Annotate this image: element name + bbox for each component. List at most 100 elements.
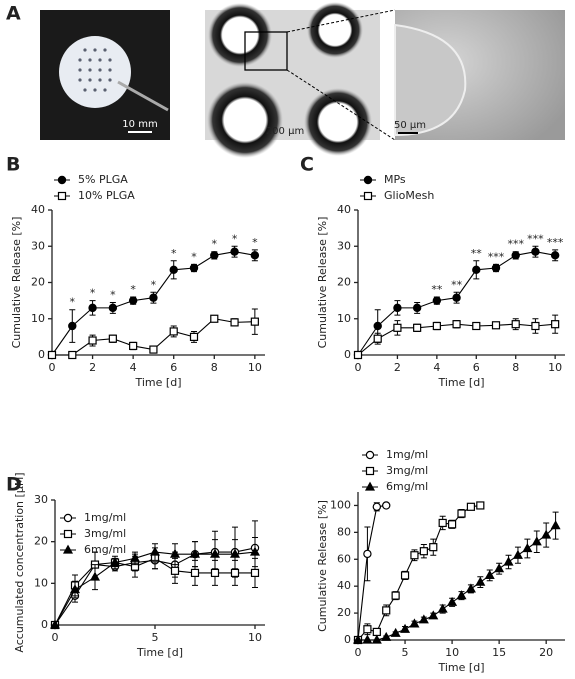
legend-label: 6mg/ml: [84, 543, 126, 556]
y-axis-label: Cumulative Release [%]: [316, 217, 329, 349]
marker: [382, 606, 391, 615]
marker: [429, 543, 438, 552]
scale-bar-label: 10 mm: [122, 119, 157, 130]
legend-marker: [365, 450, 375, 460]
marker: [88, 336, 97, 345]
x-tick-label: 0: [49, 361, 56, 374]
x-tick-label: 0: [52, 631, 59, 644]
y-tick-label: 60: [337, 552, 351, 565]
marker: [250, 251, 260, 260]
legend-marker: [63, 529, 73, 539]
marker: [210, 251, 219, 260]
marker: [452, 320, 461, 329]
marker: [149, 345, 158, 354]
significance: *: [232, 232, 238, 245]
marker: [250, 568, 260, 578]
x-tick-label: 10: [445, 646, 459, 659]
marker: [531, 247, 540, 256]
marker: [418, 614, 429, 624]
significance: ***: [527, 232, 544, 245]
marker: [230, 568, 240, 578]
y-tick-label: 10: [31, 312, 45, 325]
legend-label: 6mg/ml: [386, 480, 428, 493]
y-tick-label: 10: [337, 312, 351, 325]
x-tick-label: 4: [130, 361, 137, 374]
x-tick-label: 10: [248, 361, 262, 374]
marker: [447, 596, 458, 606]
y-tick-label: 20: [337, 276, 351, 289]
marker: [209, 548, 221, 558]
y-tick-label: 30: [34, 493, 48, 506]
photo: 10 mm: [40, 10, 170, 140]
marker: [484, 569, 495, 580]
marker: [169, 327, 178, 336]
y-tick-label: 40: [31, 203, 45, 216]
y-tick-label: 20: [337, 606, 351, 619]
marker: [409, 618, 420, 628]
series-line: [357, 504, 387, 641]
marker: [210, 568, 220, 578]
y-tick-label: 0: [41, 618, 48, 631]
marker: [419, 547, 428, 556]
marker: [432, 321, 441, 331]
significance: *: [70, 296, 76, 309]
x-tick-label: 2: [89, 361, 96, 374]
marker: [512, 549, 523, 559]
y-tick-label: 80: [337, 525, 351, 538]
marker: [371, 634, 382, 644]
marker: [503, 556, 514, 566]
marker: [531, 321, 540, 331]
marker: [475, 576, 486, 586]
marker: [522, 543, 533, 553]
marker: [551, 320, 560, 329]
marker: [400, 623, 411, 633]
marker: [210, 314, 219, 323]
y-axis-label: Cumulative Release [%]: [10, 217, 23, 349]
marker: [428, 610, 439, 620]
marker: [108, 303, 118, 313]
x-axis-label: Time [d]: [438, 376, 485, 389]
x-tick-label: 8: [512, 361, 519, 374]
marker: [373, 334, 382, 343]
marker: [128, 296, 138, 305]
significance: **: [451, 278, 463, 291]
significance: *: [110, 288, 116, 301]
significance: *: [130, 283, 136, 296]
marker: [447, 520, 457, 529]
legend-marker: [364, 481, 376, 491]
significance: **: [471, 247, 483, 260]
legend-label: MPs: [384, 173, 406, 186]
legend-marker: [363, 191, 373, 201]
marker: [169, 548, 181, 558]
marker: [189, 332, 199, 341]
panel-label: D: [6, 474, 22, 496]
marker: [381, 631, 392, 641]
marker: [373, 321, 382, 331]
legend-marker: [63, 513, 73, 523]
legend-marker: [57, 175, 67, 185]
marker: [390, 627, 401, 637]
x-tick-label: 10: [548, 361, 562, 374]
marker: [413, 323, 422, 332]
significance: *: [90, 287, 96, 300]
marker: [372, 502, 382, 511]
x-tick-label: 15: [492, 646, 506, 659]
marker: [412, 303, 422, 313]
marker: [466, 502, 476, 511]
significance: ***: [488, 250, 505, 263]
x-tick-label: 6: [170, 361, 177, 374]
x-tick-label: 20: [539, 646, 553, 659]
legend-label: 10% PLGA: [78, 189, 135, 202]
significance: ***: [507, 238, 524, 251]
legend-label: GlioMesh: [384, 189, 434, 202]
marker: [494, 563, 505, 573]
significance: *: [171, 247, 177, 260]
x-tick-label: 6: [473, 361, 480, 374]
x-tick-label: 2: [394, 361, 401, 374]
legend-marker: [365, 466, 375, 476]
x-tick-label: 10: [248, 631, 262, 644]
marker: [438, 518, 447, 528]
marker: [69, 584, 81, 594]
marker: [550, 520, 561, 530]
